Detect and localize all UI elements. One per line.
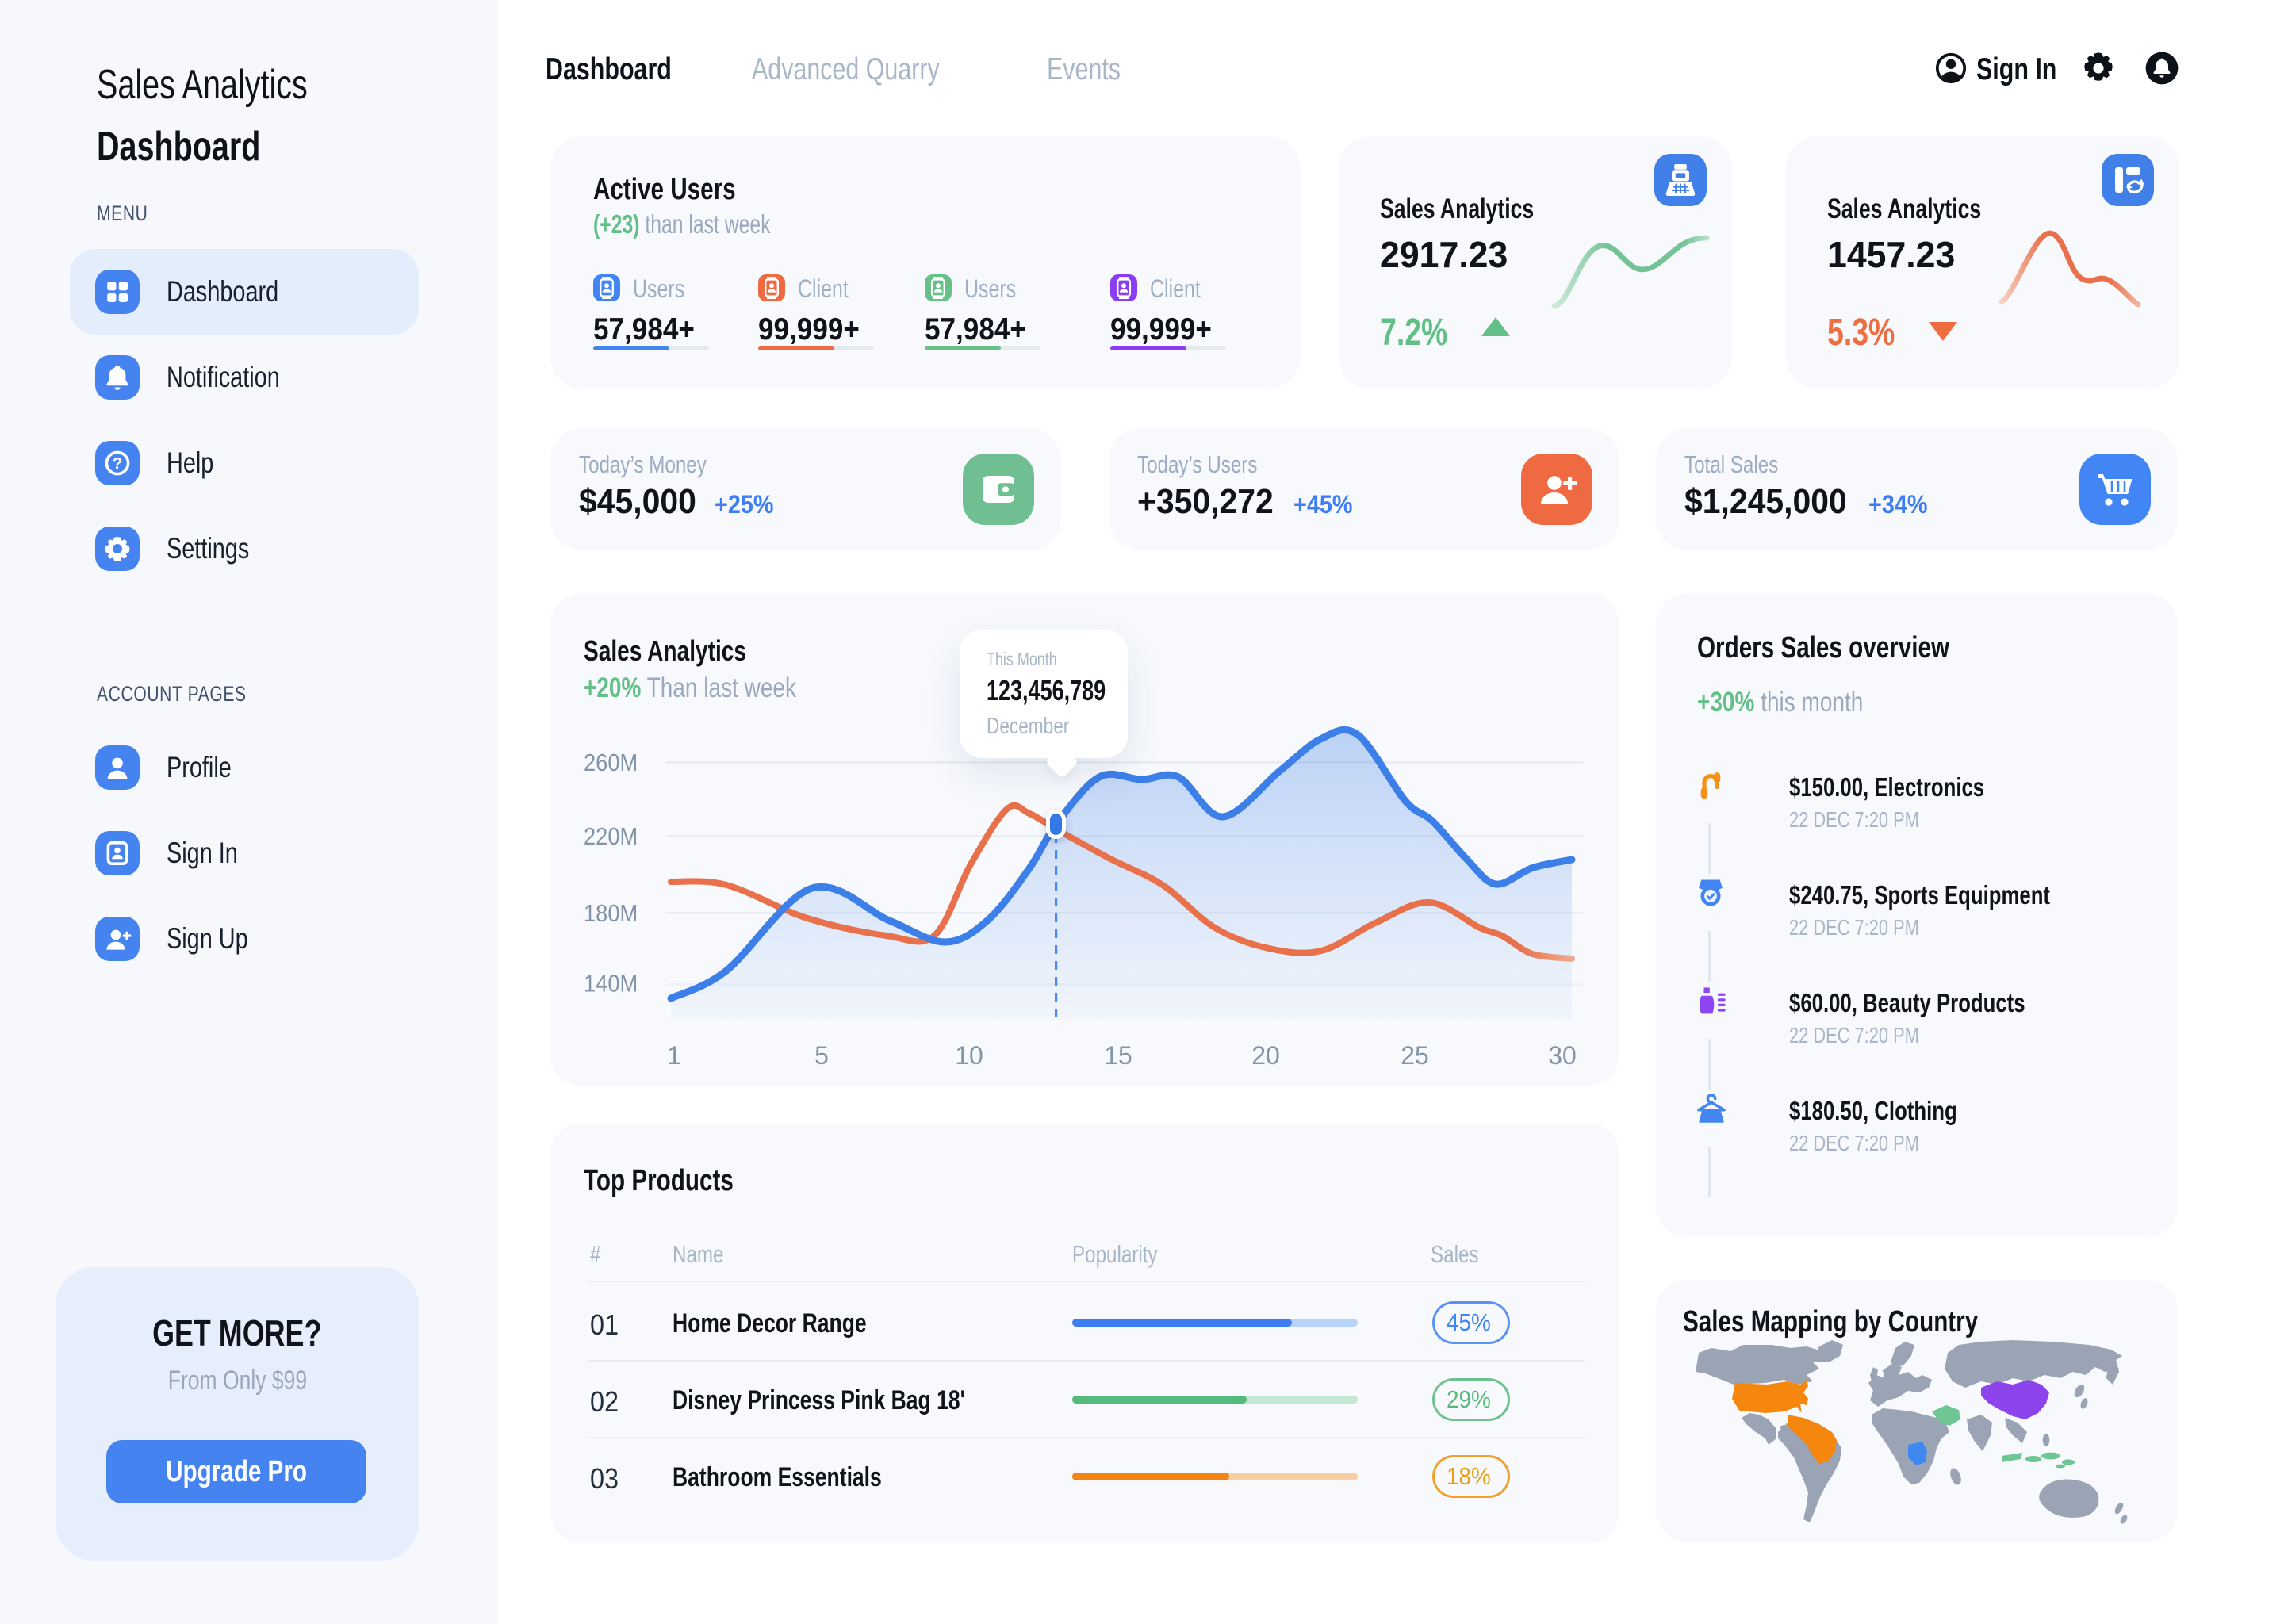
svg-text:220M: 220M <box>584 824 638 851</box>
svg-text:15: 15 <box>1104 1041 1132 1070</box>
svg-text:260M: 260M <box>584 749 638 776</box>
svg-text:20: 20 <box>1251 1041 1280 1070</box>
svg-text:?: ? <box>113 455 122 473</box>
svg-text:140M: 140M <box>584 971 638 998</box>
svg-text:10: 10 <box>955 1041 983 1070</box>
svg-text:30: 30 <box>1548 1041 1577 1070</box>
svg-text:5: 5 <box>814 1041 829 1070</box>
svg-text:25: 25 <box>1401 1041 1429 1070</box>
svg-text:180M: 180M <box>584 900 638 927</box>
svg-text:1: 1 <box>667 1041 681 1070</box>
